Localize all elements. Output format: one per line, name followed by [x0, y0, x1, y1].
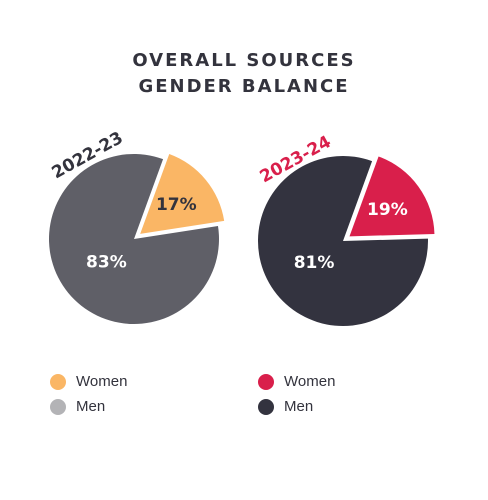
legend-item-men-2023: Men: [258, 398, 313, 415]
legend-label-women-2023: Women: [284, 373, 336, 390]
chart-title-line-1: OVERALL SOURCES: [132, 50, 356, 71]
pie-slice-men-2022-23: [48, 154, 219, 324]
pie-chart-2023-24: 19%81%2023-24: [257, 132, 435, 326]
legend-item-men-2022: Men: [50, 398, 105, 415]
legend-item-women-2022: Women: [50, 373, 127, 390]
legend-swatch-women-2023: [258, 373, 274, 390]
chart-title: OVERALL SOURCES GENDER BALANCE: [0, 48, 488, 100]
legend-label-women-2022: Women: [76, 373, 128, 390]
legend-label-men-2022: Men: [76, 398, 106, 415]
legend-item-women-2023: Women: [258, 373, 335, 390]
legend-swatch-women-2022: [50, 373, 66, 390]
pie-value-label-women-2023-24: 19%: [367, 200, 408, 220]
pie-value-label-men-2022-23: 83%: [86, 253, 127, 273]
legend-swatch-men-2022: [50, 398, 66, 415]
pie-slice-women-2022-23: [140, 154, 225, 234]
pie-value-label-men-2023-24: 81%: [294, 253, 335, 273]
pie-chart-2022-23: 17%83%2022-23: [49, 128, 225, 324]
legend-label-men-2023: Men: [284, 398, 314, 415]
chart-title-line-2: GENDER BALANCE: [138, 76, 350, 97]
pie-slice-women-2023-24: [349, 156, 435, 237]
pie-slice-men-2023-24: [258, 155, 428, 326]
pie-value-label-women-2022-23: 17%: [156, 195, 197, 215]
legend-swatch-men-2023: [258, 398, 274, 415]
